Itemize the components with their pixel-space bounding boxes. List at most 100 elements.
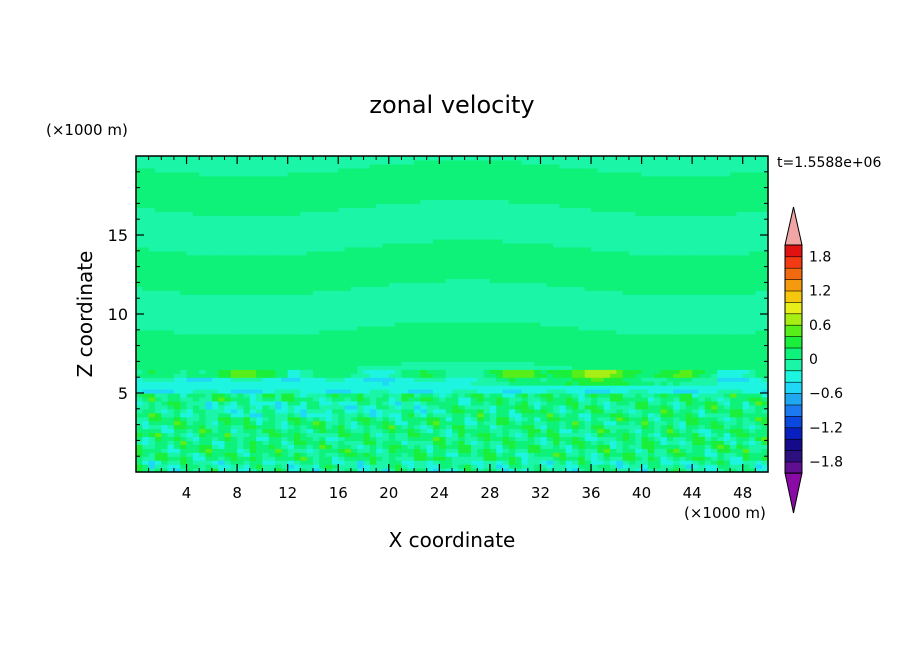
heatmap-cell	[477, 317, 485, 323]
heatmap-cell	[527, 325, 535, 331]
heatmap-cell	[287, 396, 295, 402]
heatmap-cell	[192, 369, 200, 374]
heatmap-cell	[395, 278, 403, 283]
heatmap-cell	[483, 286, 491, 291]
heatmap-cell	[136, 404, 143, 410]
heatmap-cell	[154, 436, 162, 441]
heatmap-cell	[407, 412, 415, 418]
heatmap-cell	[439, 274, 447, 280]
heatmap-cell	[685, 321, 693, 327]
heatmap-cell	[275, 310, 282, 315]
heatmap-cell	[173, 444, 181, 449]
heatmap-cell	[306, 436, 314, 441]
heatmap-cell	[420, 317, 428, 323]
heatmap-cell	[452, 412, 459, 418]
heatmap-cell	[161, 460, 169, 465]
heatmap-cell	[483, 302, 491, 307]
heatmap-cell	[521, 444, 529, 449]
heatmap-cell	[489, 361, 497, 366]
heatmap-cell	[470, 345, 478, 351]
heatmap-cell	[730, 452, 737, 457]
heatmap-cell	[489, 393, 497, 398]
heatmap-cell	[515, 460, 523, 465]
heatmap-cell	[641, 369, 649, 374]
heatmap-cell	[281, 306, 289, 311]
heatmap-cell	[154, 314, 162, 319]
heatmap-cell	[211, 416, 219, 422]
heatmap-cell	[439, 369, 447, 374]
heatmap-cell	[167, 333, 175, 339]
heatmap-cell	[268, 361, 276, 366]
heatmap-cell	[262, 286, 270, 291]
heatmap-cell	[610, 361, 617, 366]
heatmap-cell	[565, 377, 573, 382]
heatmap-cell	[496, 333, 504, 339]
heatmap-cell	[464, 357, 472, 362]
heatmap-cell	[344, 460, 352, 465]
heatmap-cell	[616, 329, 624, 335]
heatmap-cell	[584, 294, 592, 299]
heatmap-cell	[698, 329, 706, 335]
heatmap-cell	[470, 306, 478, 311]
heatmap-cell	[325, 314, 333, 319]
heatmap-cell	[192, 385, 200, 390]
heatmap-cell	[268, 373, 276, 378]
heatmap-cell	[496, 456, 504, 461]
heatmap-cell	[363, 400, 371, 406]
heatmap-cell	[275, 282, 282, 287]
heatmap-cell	[382, 389, 390, 394]
heatmap-cell	[369, 452, 377, 457]
heatmap-cell	[275, 377, 282, 382]
heatmap-cell	[673, 274, 681, 280]
heatmap-cell	[622, 377, 630, 382]
heatmap-cell	[357, 416, 365, 422]
heatmap-cell	[692, 456, 700, 461]
heatmap-cell	[749, 444, 756, 449]
heatmap-cell	[350, 321, 358, 327]
heatmap-cell	[641, 385, 649, 390]
heatmap-cell	[508, 432, 516, 438]
heatmap-cell	[755, 440, 763, 445]
heatmap-cell	[433, 432, 440, 438]
heatmap-cell	[388, 396, 396, 402]
heatmap-cell	[249, 314, 257, 319]
heatmap-cell	[281, 396, 289, 402]
heatmap-cell	[641, 286, 649, 291]
heatmap-cell	[376, 404, 384, 410]
heatmap-cell	[610, 440, 617, 445]
heatmap-cell	[300, 456, 308, 461]
heatmap-cell	[521, 428, 529, 434]
heatmap-cell	[502, 396, 510, 402]
heatmap-cell	[502, 310, 510, 315]
heatmap-cell	[572, 310, 579, 315]
heatmap-cell	[211, 321, 219, 327]
heatmap-cell	[546, 389, 554, 394]
heatmap-cell	[660, 448, 668, 453]
heatmap-cell	[420, 393, 428, 398]
heatmap-cell	[717, 286, 725, 291]
heatmap-cell	[331, 393, 339, 398]
heatmap-cell	[382, 420, 390, 426]
heatmap-cell	[218, 290, 226, 295]
heatmap-cell	[660, 396, 668, 402]
heatmap-cell	[142, 345, 150, 351]
heatmap-cell	[616, 389, 624, 394]
heatmap-cell	[306, 337, 314, 343]
heatmap-cell	[154, 424, 162, 430]
heatmap-cell	[338, 274, 346, 280]
heatmap-cell	[723, 294, 731, 299]
heatmap-cell	[616, 310, 624, 315]
heatmap-cell	[761, 381, 769, 386]
heatmap-cell	[597, 428, 605, 434]
heatmap-cell	[319, 393, 327, 398]
heatmap-cell	[584, 353, 592, 359]
heatmap-cell	[698, 333, 706, 339]
heatmap-cell	[180, 353, 188, 359]
heatmap-cell	[180, 408, 188, 414]
heatmap-cell	[610, 460, 617, 465]
heatmap-cell	[654, 365, 662, 370]
heatmap-cell	[294, 456, 301, 461]
heatmap-cell	[711, 448, 719, 453]
heatmap-cell	[407, 329, 415, 335]
heatmap-cell	[325, 329, 333, 335]
